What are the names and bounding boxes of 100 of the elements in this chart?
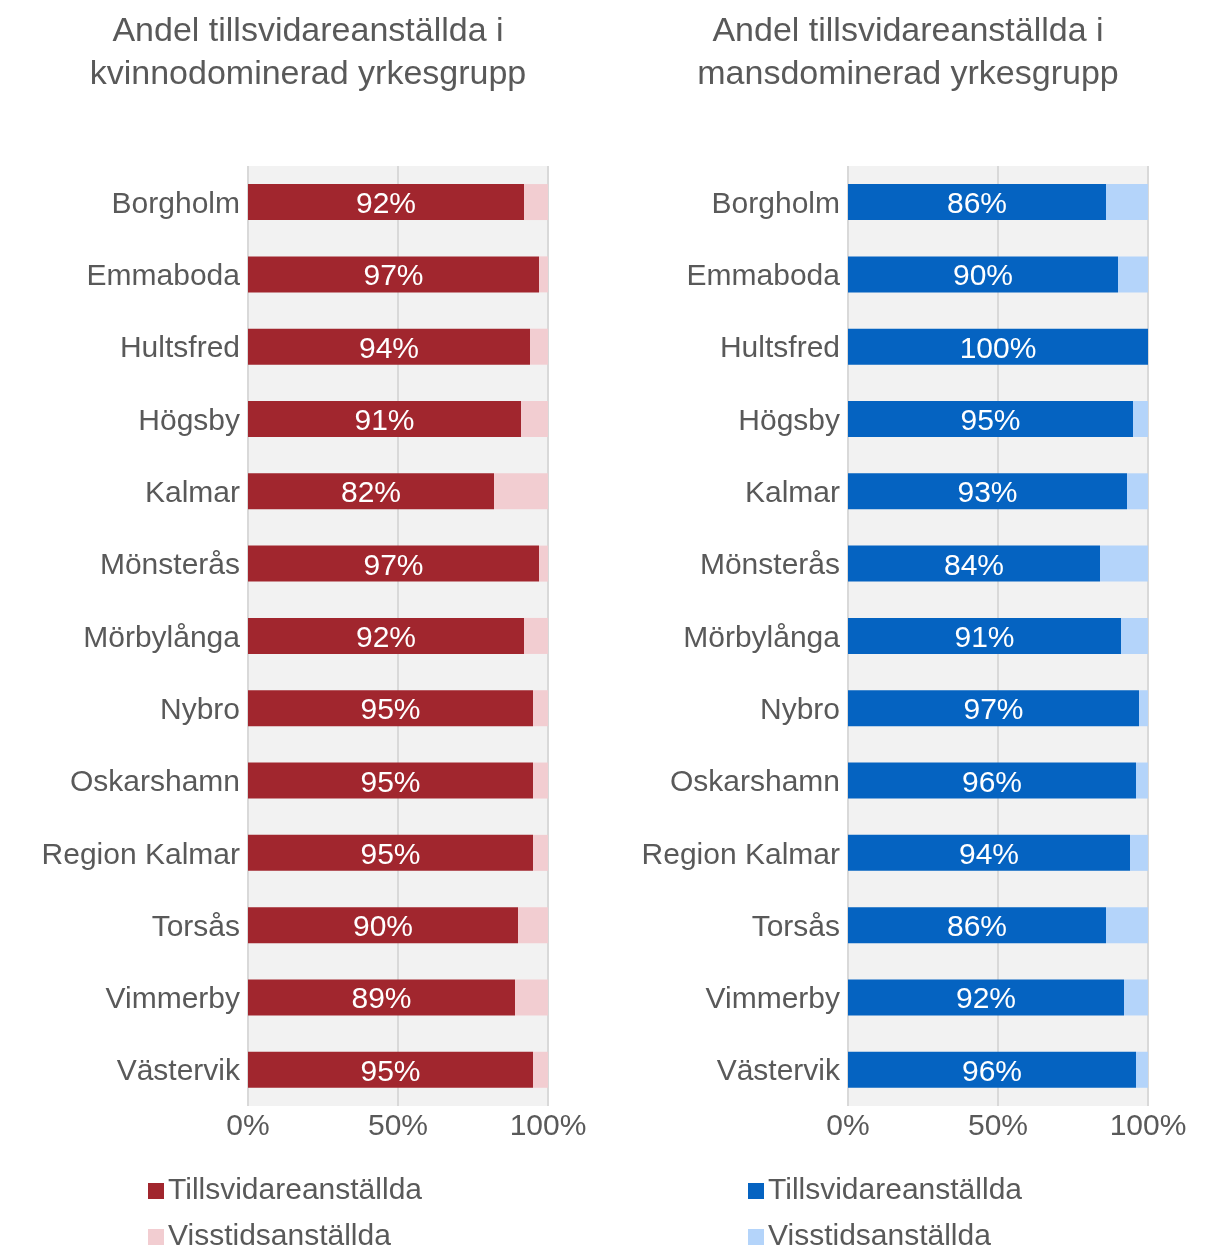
bar <box>524 617 548 654</box>
bar <box>248 1051 533 1088</box>
data-label: 95% <box>360 1053 421 1087</box>
bar <box>248 834 533 871</box>
data-label: 96% <box>961 764 1023 798</box>
y-tick-label: Oskarshamn <box>669 764 840 798</box>
bar <box>848 184 1106 221</box>
data-label: 95% <box>360 764 421 798</box>
bar <box>1118 256 1148 293</box>
y-tick-label: Borgholm <box>711 185 840 219</box>
bar <box>248 401 521 437</box>
y-tick-label: Kalmar <box>744 475 840 509</box>
bar <box>533 762 548 799</box>
y-tick-label: Vimmerby <box>705 981 840 1015</box>
data-label: 95% <box>960 403 1021 436</box>
bar <box>848 1051 1136 1088</box>
bar <box>848 834 1130 871</box>
x-tick-label: 50% <box>367 1108 429 1142</box>
data-label: 86% <box>946 909 1008 943</box>
y-tick-label: Region Kalmar <box>641 836 840 870</box>
bar <box>1127 473 1148 510</box>
x-tick-label: 100% <box>509 1108 587 1142</box>
y-tick-label: Emmaboda <box>86 258 241 292</box>
bar <box>539 256 548 293</box>
data-label: 94% <box>358 330 420 364</box>
bar <box>248 256 539 293</box>
bar <box>1130 834 1148 871</box>
legend-label: Tillsvidareanställda <box>168 1172 423 1205</box>
y-tick-label: Mönsterås <box>99 547 240 581</box>
bar <box>521 401 548 437</box>
data-label: 100% <box>959 330 1037 364</box>
bar <box>848 473 1127 510</box>
y-tick-label: Kalmar <box>144 475 240 509</box>
data-label: 89% <box>351 981 412 1015</box>
bar <box>530 328 548 365</box>
data-label: 93% <box>957 475 1018 509</box>
bar <box>1136 1051 1148 1088</box>
bar <box>533 690 548 727</box>
legend-label: Visstidsanställda <box>168 1218 391 1251</box>
bar <box>848 907 1106 944</box>
y-tick-label: Högsby <box>138 402 240 436</box>
bar <box>1100 545 1148 582</box>
data-label: 91% <box>954 619 1015 653</box>
y-tick-label: Hultsfred <box>719 330 840 364</box>
bar <box>848 617 1121 654</box>
bar <box>533 834 548 871</box>
bar <box>248 617 524 654</box>
bar <box>248 690 533 727</box>
x-tick-label: 0% <box>226 1108 270 1142</box>
bar <box>1121 617 1148 654</box>
y-tick-label: Västervik <box>116 1053 241 1087</box>
y-tick-label: Hultsfred <box>119 330 240 364</box>
bar <box>1139 690 1148 727</box>
bar <box>1124 979 1148 1016</box>
y-tick-label: Mörbylånga <box>83 619 241 653</box>
data-label: 95% <box>360 692 421 726</box>
chart-title: Andel tillsvidareanställda i kvinnodominerad yrkesgrupp <box>88 9 528 93</box>
data-label: 92% <box>355 186 417 220</box>
y-tick-label: Vimmerby <box>105 981 240 1015</box>
bar <box>1133 401 1148 437</box>
bar <box>248 184 524 221</box>
data-label: 92% <box>355 619 417 653</box>
data-label: 84% <box>943 547 1005 581</box>
bar <box>848 545 1100 582</box>
y-tick-label: Nybro <box>159 691 240 725</box>
bar <box>848 979 1124 1016</box>
y-tick-label: Västervik <box>716 1053 841 1087</box>
bar <box>248 473 494 510</box>
legend-label: Visstidsanställda <box>768 1218 991 1251</box>
data-label: 86% <box>946 186 1008 220</box>
bar <box>248 762 533 799</box>
data-label: 92% <box>955 981 1017 1015</box>
y-tick-label: Mönsterås <box>699 547 840 581</box>
bar <box>539 545 548 582</box>
bar <box>848 762 1136 799</box>
y-tick-label: Borgholm <box>111 185 240 219</box>
x-tick-label: 0% <box>826 1108 870 1142</box>
data-label: 94% <box>958 836 1020 870</box>
y-tick-label: Torsås <box>751 908 840 942</box>
legend-label: Tillsvidareanställda <box>768 1172 1023 1205</box>
data-label: 97% <box>363 547 424 581</box>
bar <box>1136 762 1148 799</box>
data-label: 90% <box>952 258 1014 292</box>
y-tick-label: Nybro <box>759 691 840 725</box>
data-label: 97% <box>363 258 424 292</box>
bar <box>248 328 530 365</box>
bar <box>848 401 1133 437</box>
bar <box>524 184 548 221</box>
y-tick-label: Oskarshamn <box>69 764 240 798</box>
bar <box>533 1051 548 1088</box>
bar <box>1106 907 1148 944</box>
bar <box>848 328 1148 365</box>
y-tick-label: Emmaboda <box>686 258 841 292</box>
bar <box>848 256 1118 293</box>
x-tick-label: 50% <box>967 1108 1029 1142</box>
bar <box>248 979 515 1016</box>
x-tick-label: 100% <box>1109 1108 1187 1142</box>
data-label: 95% <box>360 836 421 870</box>
chart-title: Andel tillsvidareanställda i mansdominerad yrkesgrupp <box>696 9 1120 93</box>
bar <box>518 907 548 944</box>
